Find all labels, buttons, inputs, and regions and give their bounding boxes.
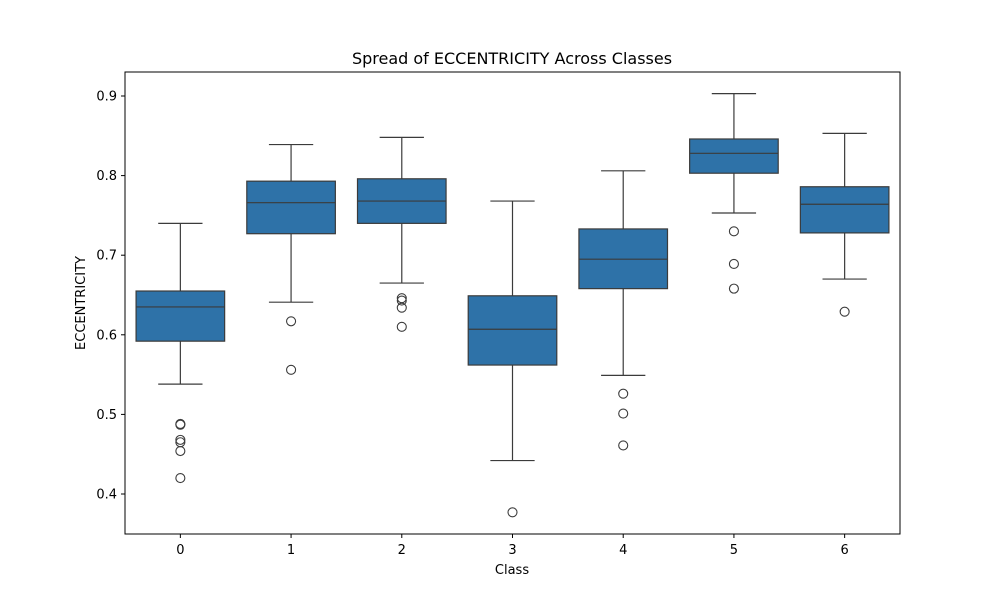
x-tick-label: 3 xyxy=(508,543,516,558)
y-tick-label: 0.7 xyxy=(96,249,117,264)
outlier-point xyxy=(175,434,186,445)
outlier-point xyxy=(618,408,629,419)
y-tick-label: 0.8 xyxy=(96,169,117,184)
box-iqr xyxy=(799,186,890,234)
y-tick-label: 0.5 xyxy=(96,408,117,423)
outlier-point xyxy=(175,419,186,430)
box-iqr xyxy=(467,295,558,366)
outlier-point xyxy=(618,388,629,399)
outlier-point xyxy=(286,364,297,375)
outlier-point xyxy=(618,440,629,451)
x-axis-label: Class xyxy=(495,563,529,578)
x-tick-label: 0 xyxy=(176,543,184,558)
x-tick-label: 1 xyxy=(287,543,295,558)
outlier-point xyxy=(728,226,739,237)
plot-frame xyxy=(124,71,901,535)
outlier-point xyxy=(396,293,407,304)
plot-area: 0.4 0.5 0.6 0.7 0.8 0.9 0 1 2 3 4 5 6 xyxy=(96,71,901,558)
outlier-point xyxy=(839,306,850,317)
outlier-point xyxy=(175,473,186,484)
y-axis-label: ECCENTRICITY xyxy=(74,256,89,350)
outlier-point xyxy=(507,507,518,518)
y-tick-label: 0.4 xyxy=(96,488,117,503)
box-iqr xyxy=(135,290,226,342)
x-tick-label: 4 xyxy=(619,543,627,558)
y-tick-label: 0.9 xyxy=(96,90,117,105)
box-iqr xyxy=(246,180,336,235)
y-tick-label: 0.6 xyxy=(96,328,117,343)
x-tick-label: 2 xyxy=(398,543,406,558)
outlier-point xyxy=(728,283,739,294)
box-iqr xyxy=(689,138,779,174)
outlier-point xyxy=(286,316,297,327)
outlier-point xyxy=(396,295,407,306)
x-tick-label: 5 xyxy=(730,543,738,558)
chart-title: Spread of ECCENTRICITY Across Classes xyxy=(352,49,672,68)
x-tick-label: 6 xyxy=(841,543,849,558)
outlier-point xyxy=(396,321,407,332)
outlier-point xyxy=(728,258,739,270)
outlier-point xyxy=(396,302,407,313)
outlier-point xyxy=(175,445,186,457)
